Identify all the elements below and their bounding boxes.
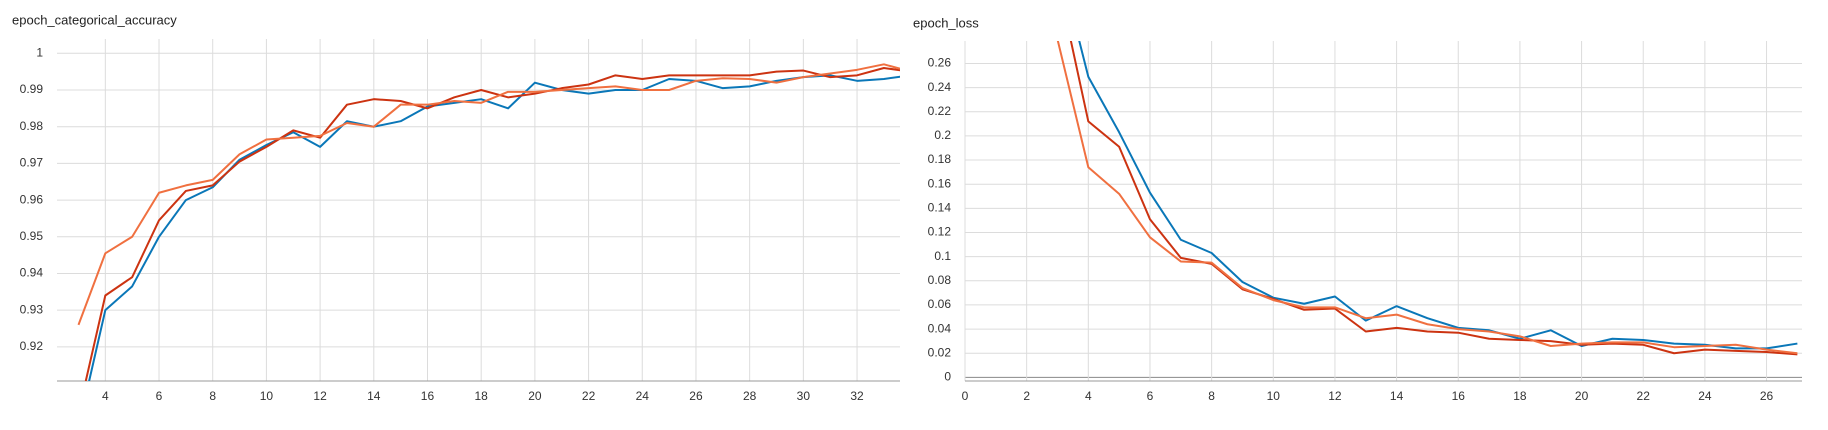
x-tick-label: 18 <box>475 389 489 403</box>
x-tick-label: 12 <box>313 389 327 403</box>
y-tick-label: 0.92 <box>20 339 44 353</box>
x-tick-label: 10 <box>260 389 274 403</box>
series-line <box>88 74 900 381</box>
x-tick-label: 4 <box>1085 389 1092 403</box>
y-tick-label: 0.02 <box>928 345 952 359</box>
x-tick-label: 0 <box>962 389 969 403</box>
y-tick-label: 0.14 <box>928 201 952 215</box>
y-tick-label: 0.95 <box>20 229 44 243</box>
x-tick-label: 12 <box>1328 389 1342 403</box>
x-tick-label: 6 <box>156 389 163 403</box>
x-tick-label: 28 <box>743 389 757 403</box>
y-tick-label: 0.94 <box>20 266 44 280</box>
x-tick-label: 22 <box>1637 389 1651 403</box>
series-line <box>1069 41 1798 356</box>
x-tick-label: 26 <box>689 389 703 403</box>
y-tick-label: 0 <box>944 370 951 384</box>
x-tick-label: 22 <box>582 389 596 403</box>
x-tick-label: 4 <box>102 389 109 403</box>
x-tick-label: 16 <box>421 389 435 403</box>
y-tick-label: 0.2 <box>934 128 951 142</box>
series-line <box>77 63 900 326</box>
x-tick-label: 24 <box>1698 389 1712 403</box>
y-tick-label: 0.24 <box>928 80 952 94</box>
x-tick-label: 20 <box>1575 389 1589 403</box>
x-tick-label: 14 <box>1390 389 1404 403</box>
y-tick-label: 0.26 <box>928 56 952 70</box>
y-tick-label: 0.93 <box>20 302 44 316</box>
x-tick-label: 16 <box>1452 389 1466 403</box>
y-tick-label: 0.08 <box>928 273 952 287</box>
x-tick-label: 6 <box>1147 389 1154 403</box>
x-tick-label: 24 <box>636 389 650 403</box>
x-tick-label: 26 <box>1760 389 1774 403</box>
y-tick-label: 0.98 <box>20 119 44 133</box>
x-tick-label: 20 <box>528 389 542 403</box>
y-tick-label: 0.1 <box>934 249 951 263</box>
y-tick-label: 0.12 <box>928 225 952 239</box>
series-line <box>1056 41 1798 355</box>
x-tick-label: 30 <box>797 389 811 403</box>
y-tick-label: 0.99 <box>20 82 44 96</box>
x-tick-label: 2 <box>1023 389 1030 403</box>
series-line <box>1078 41 1798 350</box>
chart-title: epoch_loss <box>913 15 979 30</box>
y-tick-label: 1 <box>36 45 43 59</box>
y-tick-label: 0.96 <box>20 192 44 206</box>
y-tick-label: 0.18 <box>928 152 952 166</box>
y-tick-label: 0.06 <box>928 297 952 311</box>
x-tick-label: 18 <box>1513 389 1527 403</box>
chart-title: epoch_categorical_accuracy <box>12 12 177 27</box>
plot-area <box>77 63 900 381</box>
plot-area <box>1056 41 1798 356</box>
y-tick-label: 0.04 <box>928 321 952 335</box>
x-tick-label: 8 <box>209 389 216 403</box>
y-tick-label: 0.22 <box>928 104 952 118</box>
x-tick-label: 32 <box>850 389 864 403</box>
series-line <box>84 66 900 381</box>
x-tick-label: 8 <box>1208 389 1215 403</box>
x-tick-label: 14 <box>367 389 381 403</box>
x-tick-label: 10 <box>1267 389 1281 403</box>
y-tick-label: 0.97 <box>20 156 44 170</box>
y-tick-label: 0.16 <box>928 176 952 190</box>
